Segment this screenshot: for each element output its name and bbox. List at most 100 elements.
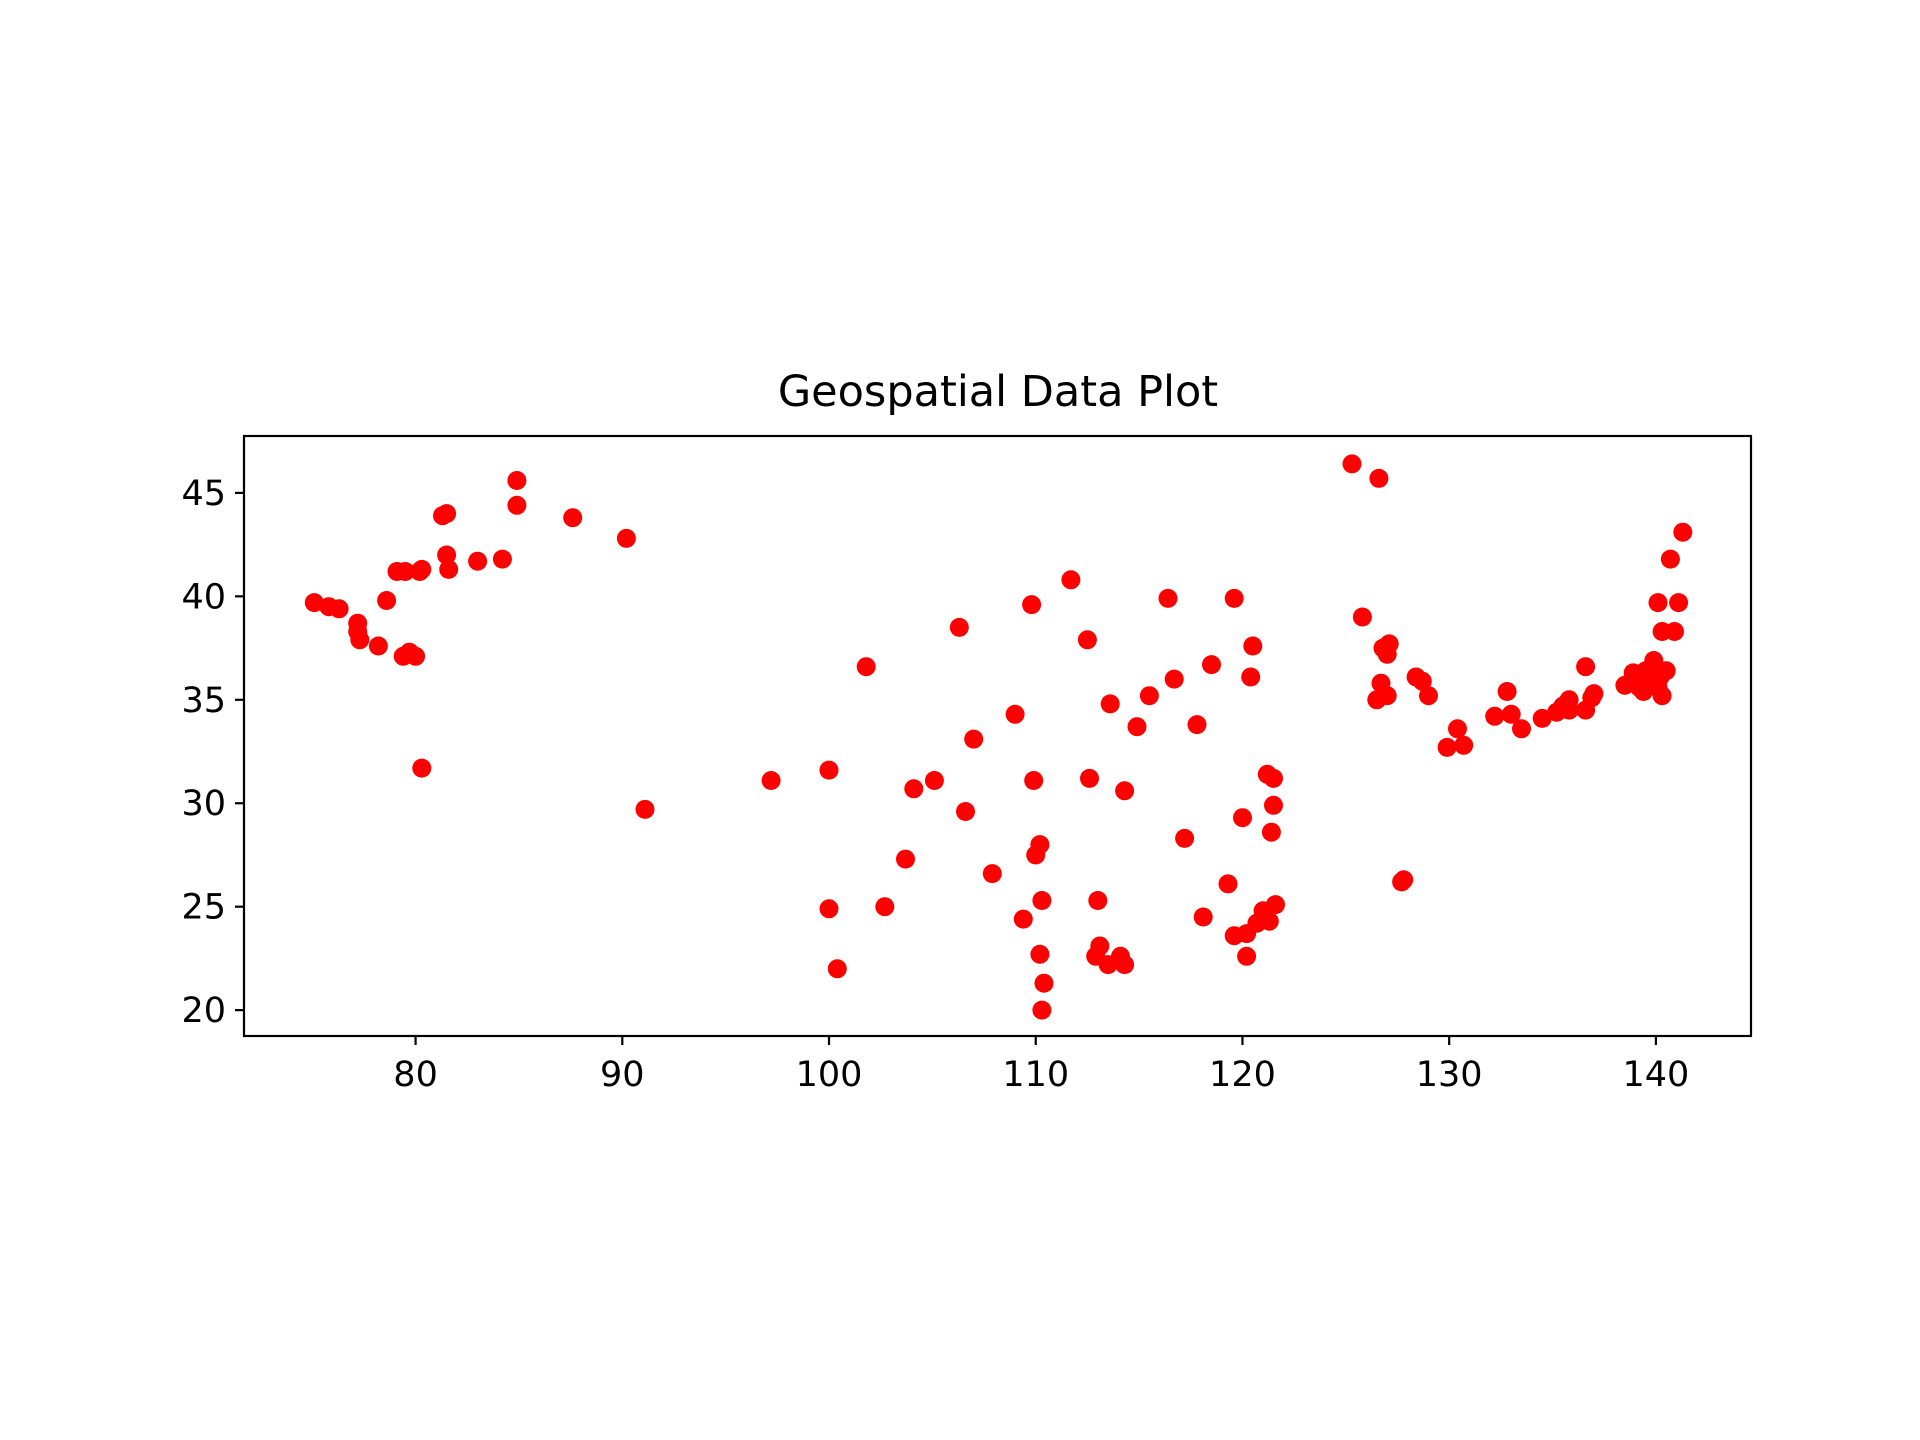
- data-point: [1088, 891, 1108, 910]
- data-point: [1139, 686, 1159, 706]
- data-point: [377, 591, 397, 610]
- data-point: [1264, 768, 1283, 788]
- data-point: [956, 802, 975, 821]
- data-point: [1448, 719, 1467, 739]
- data-point: [350, 630, 370, 650]
- data-point: [904, 779, 924, 799]
- y-tick-label: 40: [181, 577, 226, 617]
- data-point: [1005, 704, 1025, 724]
- data-point: [1673, 522, 1693, 542]
- data-point: [1394, 870, 1414, 890]
- y-tick-label: 25: [181, 888, 226, 928]
- data-point: [949, 617, 969, 637]
- data-point: [1669, 593, 1689, 613]
- data-point: [856, 657, 876, 677]
- data-point: [1032, 891, 1052, 910]
- x-tick-label: 140: [1623, 1055, 1690, 1095]
- axis-ticks: 80 90 100 110 120 130 140 20 25 30 35 40 45: [181, 474, 1689, 1095]
- data-point: [492, 549, 512, 569]
- data-point: [1233, 808, 1252, 828]
- data-point: [1656, 661, 1676, 681]
- data-point: [964, 729, 984, 749]
- data-point: [437, 545, 457, 565]
- data-point: [896, 849, 915, 869]
- data-point: [1080, 768, 1099, 788]
- data-point: [1532, 708, 1552, 728]
- data-point: [412, 559, 432, 579]
- data-point: [761, 771, 781, 790]
- x-tick-label: 100: [796, 1055, 863, 1095]
- data-point: [1648, 593, 1668, 613]
- data-point: [1584, 684, 1604, 704]
- data-point: [1512, 719, 1531, 739]
- data-point: [819, 760, 839, 780]
- y-tick-label: 30: [181, 784, 226, 824]
- x-tick-label: 110: [1002, 1055, 1069, 1095]
- data-point: [1261, 822, 1281, 842]
- data-point: [1127, 717, 1147, 737]
- plot-area-frame: [242, 434, 1753, 1038]
- data-point: [1237, 946, 1257, 966]
- chart-title: Geospatial Data Plot: [778, 367, 1218, 417]
- data-point: [1115, 781, 1135, 801]
- data-points: [304, 454, 1693, 1020]
- data-point: [507, 471, 527, 490]
- data-point: [1266, 895, 1285, 915]
- data-point: [1030, 835, 1050, 855]
- data-point: [1100, 694, 1120, 714]
- data-point: [924, 771, 944, 790]
- data-point: [1377, 644, 1397, 664]
- data-point: [1497, 682, 1517, 701]
- x-tick-label: 80: [393, 1055, 438, 1095]
- data-point: [1665, 622, 1684, 641]
- data-point: [1437, 737, 1457, 757]
- data-point: [616, 528, 636, 548]
- data-point: [1193, 907, 1213, 927]
- data-point: [819, 899, 839, 919]
- data-point: [1501, 704, 1521, 724]
- data-point: [1342, 454, 1362, 474]
- data-point: [1034, 973, 1054, 993]
- data-point: [468, 551, 488, 571]
- data-point: [1158, 588, 1178, 608]
- y-tick-label: 45: [181, 474, 226, 514]
- data-point: [507, 495, 527, 515]
- y-tick-label: 20: [181, 991, 226, 1031]
- data-point: [1485, 706, 1505, 726]
- data-point: [1077, 630, 1097, 650]
- data-point: [1187, 715, 1207, 735]
- data-point: [1264, 795, 1283, 815]
- data-point: [1202, 655, 1221, 675]
- data-point: [437, 504, 457, 524]
- data-point: [1369, 468, 1389, 488]
- y-tick-label: 35: [181, 681, 226, 721]
- data-point: [1412, 671, 1432, 691]
- data-point: [1032, 1000, 1052, 1020]
- data-point: [1061, 570, 1081, 590]
- data-point: [329, 599, 349, 619]
- data-point: [1241, 667, 1261, 687]
- data-point: [412, 758, 432, 778]
- data-point: [1175, 828, 1195, 848]
- x-tick-label: 90: [600, 1055, 645, 1095]
- x-tick-label: 120: [1209, 1055, 1276, 1095]
- data-point: [1352, 607, 1372, 627]
- data-point: [875, 897, 895, 917]
- data-point: [1454, 735, 1474, 755]
- data-point: [368, 636, 388, 656]
- data-point: [1377, 686, 1397, 706]
- data-point: [1419, 686, 1438, 706]
- data-point: [1013, 909, 1033, 929]
- x-tick-label: 130: [1416, 1055, 1483, 1095]
- data-point: [1660, 549, 1680, 569]
- data-point: [406, 646, 426, 666]
- data-point: [1164, 669, 1184, 689]
- data-point: [395, 562, 415, 581]
- data-point: [439, 559, 459, 579]
- data-point: [1259, 911, 1279, 931]
- data-point: [1030, 944, 1050, 964]
- data-point: [1022, 595, 1042, 615]
